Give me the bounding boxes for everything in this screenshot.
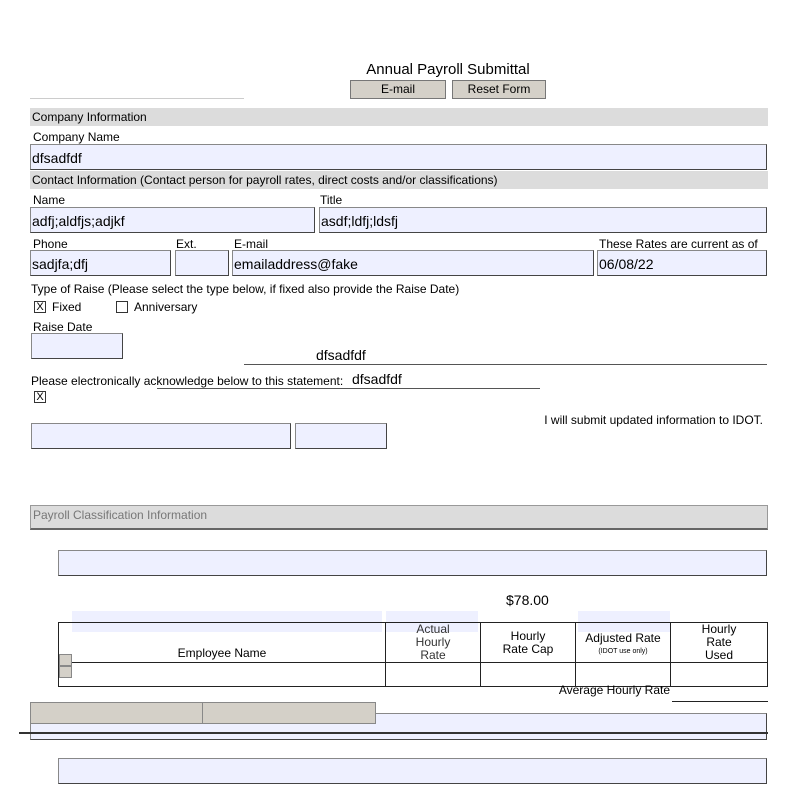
header-text: Actual Hourly Rate: [415, 622, 451, 662]
ack-statement: Please electronically acknowledge below …: [31, 374, 344, 388]
fixed-checkbox[interactable]: X: [34, 301, 46, 313]
anniversary-checkbox[interactable]: [116, 301, 128, 313]
company-section-header: Company Information: [30, 108, 768, 126]
anniversary-label: Anniversary: [134, 300, 198, 314]
gray-button[interactable]: [30, 702, 203, 724]
row-remove-button[interactable]: [59, 666, 72, 678]
header-rate-cap: Hourly Rate Cap: [480, 622, 576, 663]
divider: [30, 98, 244, 99]
title-field[interactable]: asdf;ldfj;ldsfj: [319, 207, 767, 233]
bottom-field[interactable]: [58, 758, 767, 784]
rates-date-field[interactable]: 06/08/22: [597, 250, 767, 276]
overlap-value: dfsadfdf: [352, 371, 402, 387]
table-row: [58, 662, 768, 687]
header-text: Hourly Rate Cap: [502, 628, 554, 656]
fixed-label: Fixed: [52, 300, 82, 314]
cell[interactable]: [670, 662, 768, 687]
rates-current-label: These Rates are current as of: [599, 237, 758, 251]
average-rate-label: Average Hourly Rate: [558, 683, 670, 697]
average-rate-line: [672, 701, 768, 702]
payroll-field[interactable]: [58, 550, 767, 576]
ext-label: Ext.: [176, 237, 197, 251]
header-adjusted-rate: Adjusted Rate (IDOT use only): [575, 622, 671, 663]
header-text: Hourly Rate Used: [701, 622, 737, 662]
signature-line: [244, 364, 767, 365]
reset-form-button[interactable]: Reset Form: [452, 80, 546, 99]
header-text: Adjusted Rate: [585, 630, 661, 645]
cell[interactable]: [575, 662, 671, 687]
rate-cap-value: $78.00: [506, 592, 549, 608]
name-label: Name: [33, 193, 66, 207]
row-add-button[interactable]: [59, 654, 72, 666]
raise-date-field[interactable]: [31, 333, 123, 359]
name-field[interactable]: adfj;aldfjs;adjkf: [30, 207, 315, 233]
title-label: Title: [320, 193, 343, 207]
signature-value[interactable]: dfsadfdf: [316, 347, 366, 363]
ack-date-field[interactable]: [295, 423, 387, 449]
email-button[interactable]: E-mail: [350, 80, 446, 99]
payroll-table: Employee Name Actual Hourly Rate Hourly …: [58, 622, 768, 687]
ext-field[interactable]: [175, 250, 229, 276]
phone-field[interactable]: sadjfa;dfj: [30, 250, 171, 276]
cell[interactable]: [58, 662, 386, 687]
cell[interactable]: [385, 662, 481, 687]
header-employee-name: Employee Name: [58, 622, 386, 663]
page-title: Annual Payroll Submittal: [366, 61, 530, 78]
submit-statement: I will submit updated information to IDO…: [544, 413, 763, 427]
check-mark: X: [36, 391, 44, 403]
phone-label: Phone: [33, 237, 68, 251]
ack-checkbox[interactable]: X: [34, 391, 46, 403]
ack-name-field[interactable]: [31, 423, 291, 449]
payroll-section-header: Payroll Classification Information: [30, 505, 768, 530]
company-name-label: Company Name: [33, 130, 120, 144]
email-label: E-mail: [234, 237, 269, 251]
gray-button[interactable]: [202, 702, 376, 724]
raise-type-label: Type of Raise (Please select the type be…: [31, 282, 460, 296]
check-mark: X: [36, 301, 44, 313]
ack-line: [157, 388, 540, 389]
divider: [19, 732, 768, 734]
header-rate-used: Hourly Rate Used: [670, 622, 768, 663]
email-field[interactable]: emailaddress@fake: [232, 250, 594, 276]
idot-note: (IDOT use only): [598, 647, 648, 655]
contact-section-header: Contact Information (Contact person for …: [30, 171, 768, 189]
cell[interactable]: [480, 662, 576, 687]
header-actual-rate: Actual Hourly Rate: [385, 622, 481, 663]
raise-date-label: Raise Date: [33, 320, 93, 334]
company-name-field[interactable]: dfsadfdf: [30, 144, 767, 170]
